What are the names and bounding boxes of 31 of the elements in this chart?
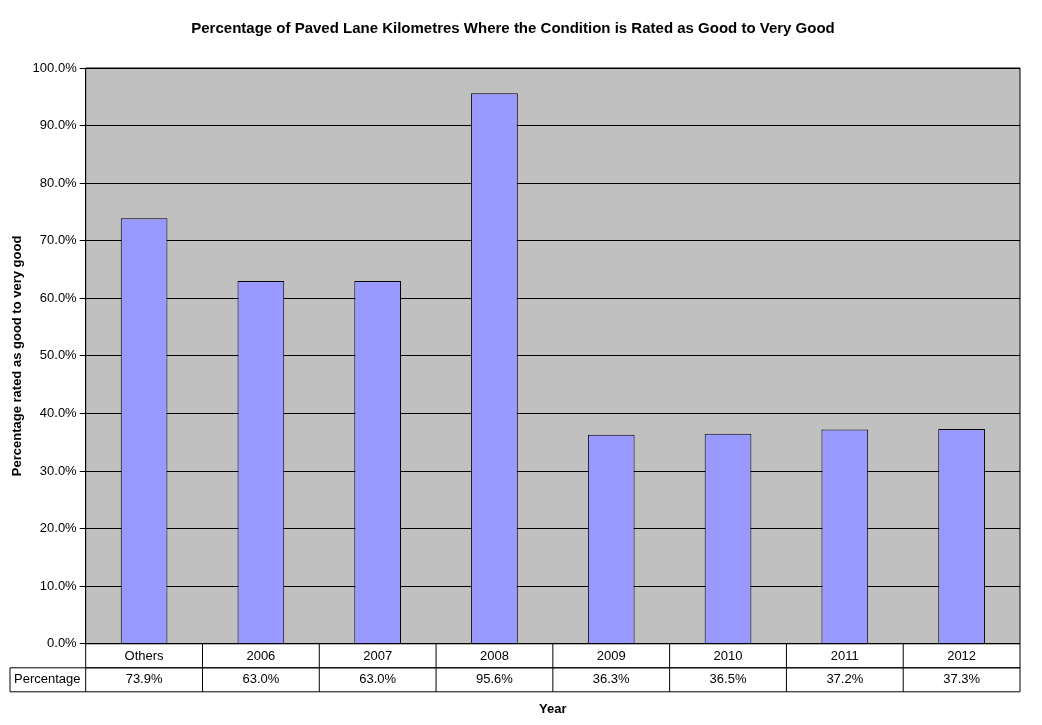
x-tick-label: 2010 (713, 648, 743, 664)
data-label: 37.3% (943, 671, 981, 687)
data-label: 36.5% (709, 671, 747, 687)
y-tick-label: 0.0% (47, 635, 78, 651)
y-tick-label: 30.0% (39, 462, 78, 478)
x-axis-title: Year (539, 700, 567, 716)
y-tick-label: 70.0% (39, 232, 78, 248)
x-tick-label: 2012 (947, 648, 977, 664)
x-tick-label: Others (124, 648, 165, 664)
y-tick-label: 40.0% (39, 405, 78, 421)
x-tick-label: 2006 (246, 648, 276, 664)
data-label: 95.6% (476, 671, 514, 687)
text: Percentage (14, 671, 81, 687)
y-tick-label: 10.0% (39, 577, 78, 593)
chart-title: Percentage of Paved Lane Kilometres Where the Condition is Rated as Good to Very Good (191, 19, 835, 37)
data-label: 73.9% (125, 671, 163, 687)
x-tick-label: 2009 (596, 648, 626, 664)
y-tick-label: 60.0% (39, 289, 78, 305)
x-tick-label: 2007 (363, 648, 393, 664)
y-tick-label: 90.0% (39, 117, 78, 133)
y-tick-label: 50.0% (39, 347, 78, 363)
x-tick-label: 2008 (479, 648, 509, 664)
y-axis-title: Percentage rated as good to very good (9, 235, 25, 477)
y-tick-label: 80.0% (39, 174, 78, 190)
data-label: 36.3% (592, 671, 631, 687)
data-label: 63.0% (242, 671, 280, 687)
data-label: 63.0% (359, 671, 397, 687)
x-tick-label: 2011 (830, 648, 859, 664)
data-label: 37.2% (826, 671, 864, 687)
y-tick-label: 20.0% (39, 520, 78, 536)
y-tick-label: 100.0% (32, 59, 78, 75)
